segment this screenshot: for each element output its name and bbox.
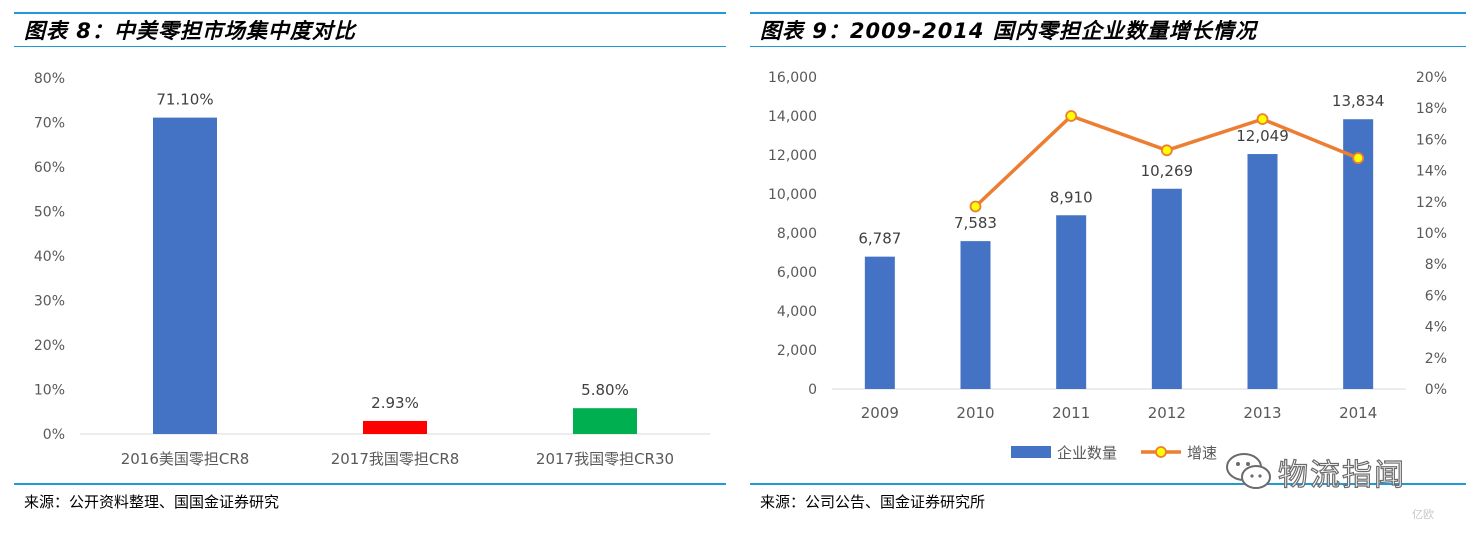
y-tick-label: 0: [808, 382, 817, 398]
data-label: 6,787: [858, 230, 901, 248]
y2-tick-label: 2%: [1425, 351, 1447, 367]
growth-point: [1352, 152, 1365, 165]
y2-tick-label: 10%: [1416, 226, 1447, 242]
y-tick-label: 2,000: [777, 343, 817, 359]
bar: [1056, 215, 1087, 389]
data-label: 12,049: [1236, 127, 1289, 145]
title-rule: [750, 12, 1466, 14]
y2-tick-label: 16%: [1416, 132, 1447, 148]
bar: [363, 420, 427, 434]
legend-label: 企业数量: [1057, 444, 1117, 462]
y-tick-label: 14,000: [768, 109, 817, 125]
y-tick-label: 12,000: [768, 148, 817, 164]
y-tick-label: 4,000: [777, 304, 817, 320]
right-chart-panel: 图表 9：2009-2014 国内零担企业数量增长情况 0 2,000 4,000 6…: [740, 0, 1480, 536]
y-tick-label: 60%: [34, 160, 65, 176]
growth-point: [1160, 144, 1173, 157]
data-label: 71.10%: [156, 91, 213, 109]
growth-point: [969, 200, 982, 213]
watermark-text: 物流指闻: [1277, 457, 1406, 493]
y2-tick-label: 0%: [1425, 382, 1447, 398]
y-tick-label: 6,000: [777, 265, 817, 281]
y-tick-label: 40%: [34, 249, 65, 265]
x-tick-label: 2010: [956, 404, 994, 422]
source-note: 来源：公开资料整理、国国金证券研究: [24, 493, 280, 511]
y-tick-label: 0%: [43, 427, 65, 443]
chart-title: 图表 9：2009-2014 国内零担企业数量增长情况: [760, 19, 1257, 43]
y2-tick-label: 12%: [1416, 195, 1447, 211]
y-tick-label: 20%: [34, 338, 65, 354]
source-note: 来源：公司公告、国金证券研究所: [760, 493, 986, 511]
y-tick-label: 30%: [34, 294, 65, 310]
bar: [1247, 154, 1278, 389]
y-tick-label: 16,000: [768, 70, 817, 86]
legend-swatch-marker: [1155, 446, 1167, 458]
source-rule: [750, 483, 1466, 485]
y-tick-label: 10,000: [768, 187, 817, 203]
legend-label: 增速: [1187, 444, 1217, 462]
bar: [864, 256, 895, 389]
corner-logo-mark: 亿欧: [1412, 508, 1434, 521]
bar: [1151, 188, 1182, 389]
source-rule: [14, 483, 726, 485]
y2-tick-label: 4%: [1425, 320, 1447, 336]
y2-tick-label: 6%: [1425, 288, 1447, 304]
bar: [1343, 119, 1374, 389]
growth-point: [1256, 113, 1269, 126]
watermark: 物流指闻: [1220, 446, 1460, 496]
data-label: 5.80%: [581, 381, 629, 399]
title-underline: [14, 46, 726, 47]
left-chart-panel: 图表 8：中美零担市场集中度对比 0% 10% 20% 30% 40% 50% 60% 70%…: [14, 12, 726, 511]
x-tick-label: 2012: [1148, 404, 1186, 422]
enterprise-count-combo-chart: 0 2,000 4,000 6,000 8,000 10,000 12,000 14,000 1…: [768, 70, 1447, 462]
concentration-bar-chart: 0% 10% 20% 30% 40% 50% 60% 70% 80% 71.10% 2016美国零担…: [34, 71, 710, 468]
growth-point: [1065, 110, 1078, 122]
bar: [153, 117, 217, 434]
x-tick-label: 2009: [861, 404, 899, 422]
legend-swatch-bar: [1011, 446, 1051, 458]
x-tick-label: 2014: [1339, 404, 1377, 422]
chart-title: 图表 8：中美零担市场集中度对比: [24, 19, 356, 43]
data-label: 7,583: [954, 214, 997, 232]
x-tick-label: 2016美国零担CR8: [121, 450, 250, 468]
data-label: 13,834: [1332, 92, 1385, 110]
y-tick-label: 8,000: [777, 226, 817, 242]
y-tick-label: 70%: [34, 116, 65, 132]
bar: [573, 408, 637, 434]
y-tick-label: 10%: [34, 383, 65, 399]
data-label: 10,269: [1141, 162, 1194, 180]
x-tick-label: 2017我国零担CR8: [331, 450, 460, 468]
y2-tick-label: 20%: [1416, 70, 1447, 86]
x-tick-label: 2011: [1052, 404, 1090, 422]
data-label: 2.93%: [371, 394, 419, 412]
y2-tick-label: 14%: [1416, 164, 1447, 180]
title-underline: [750, 46, 1466, 47]
data-label: 8,910: [1050, 188, 1093, 206]
y2-tick-label: 18%: [1416, 101, 1447, 117]
y-tick-label: 50%: [34, 205, 65, 221]
x-tick-label: 2013: [1243, 404, 1281, 422]
y2-tick-label: 8%: [1425, 257, 1447, 273]
y-tick-label: 80%: [34, 71, 65, 87]
wechat-icon: [1226, 453, 1271, 489]
bar: [960, 241, 991, 389]
x-tick-label: 2017我国零担CR30: [536, 450, 674, 468]
title-rule: [14, 12, 726, 14]
